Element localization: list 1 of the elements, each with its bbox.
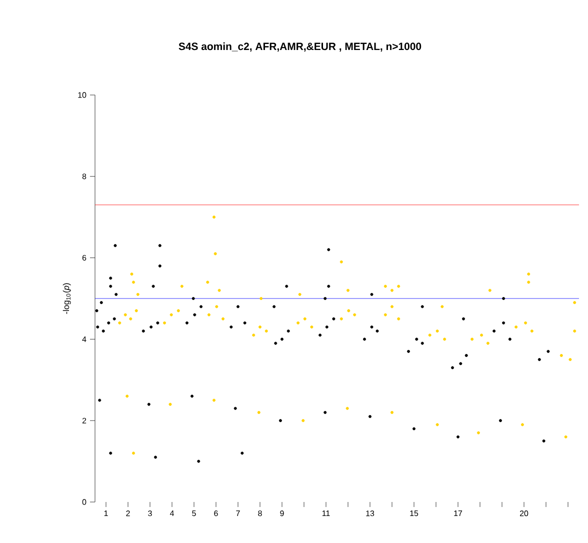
chart-title: S4S aomin_c2, AFR,AMR,&EUR , METAL, n>1000 (178, 42, 422, 52)
